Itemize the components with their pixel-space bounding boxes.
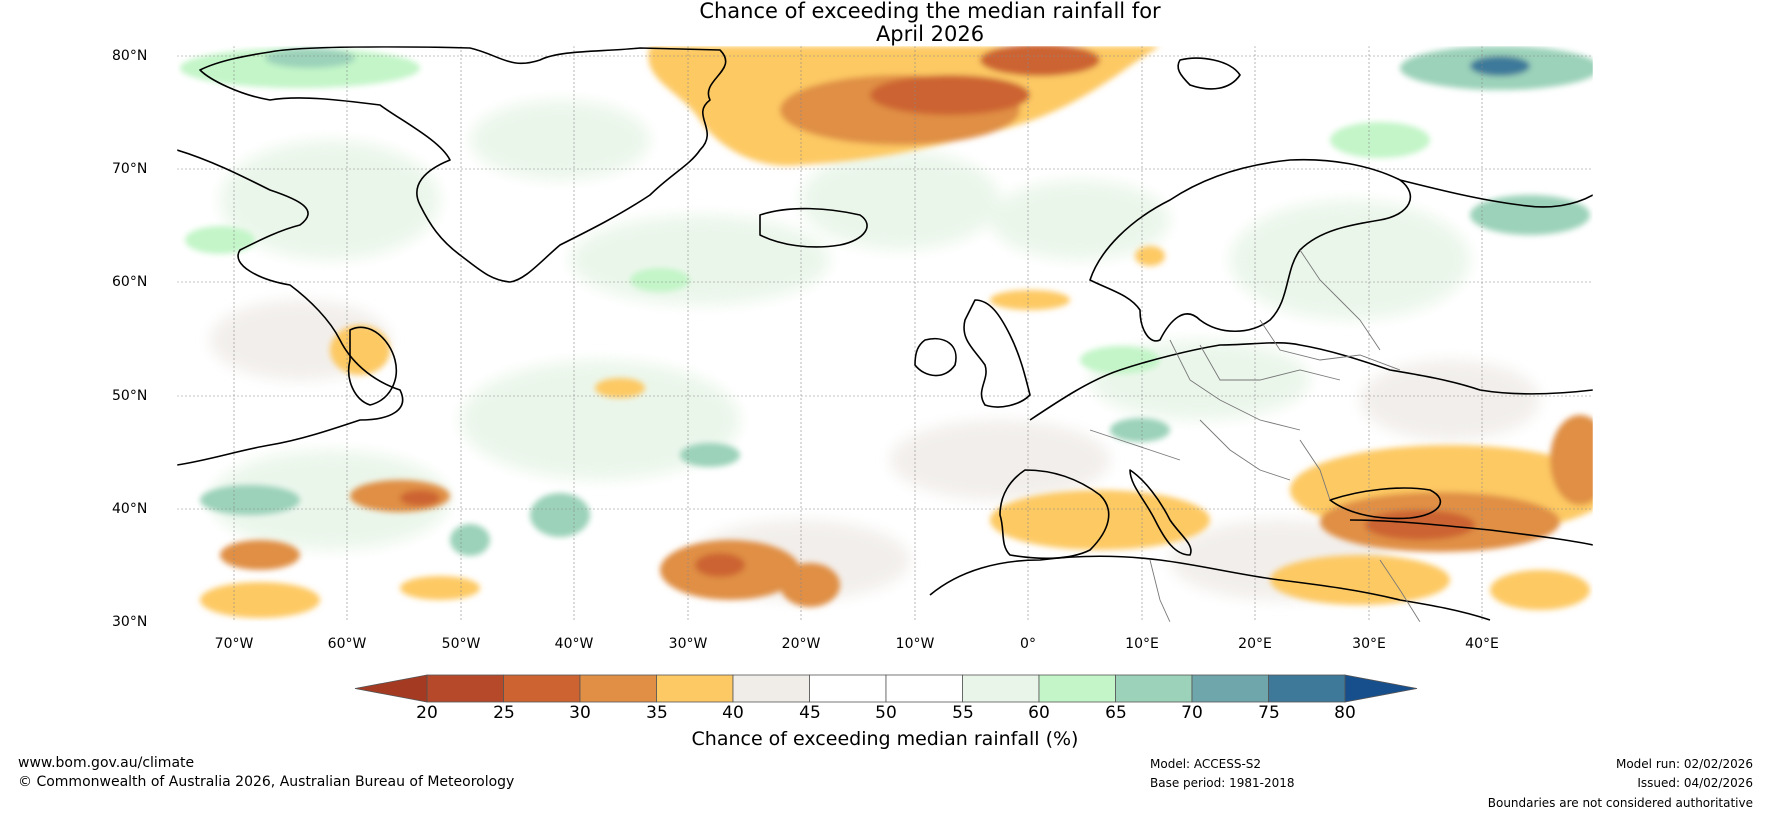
lon-tick-10e: 10°E xyxy=(1125,636,1159,652)
lat-tick-70n: 70°N xyxy=(112,161,148,177)
footer-url: www.bom.gov.au/climate xyxy=(18,755,195,771)
footer-issued: Issued: 04/02/2026 xyxy=(1637,776,1753,790)
lon-tick-30w: 30°W xyxy=(668,636,708,652)
colorbar-swatch-55-60 xyxy=(962,674,1040,703)
colorbar-swatch-35-40 xyxy=(656,674,734,703)
graticule xyxy=(177,46,1593,622)
colorbar xyxy=(354,674,1418,703)
lon-tick-10w: 10°W xyxy=(895,636,935,652)
near-median-shading xyxy=(210,100,1540,600)
italy-coast xyxy=(1129,469,1192,556)
africa-north-coast xyxy=(929,555,1491,621)
colorbar-label-75: 75 xyxy=(1258,703,1280,723)
british-isles-coast xyxy=(914,299,1031,408)
lon-tick-60w: 60°W xyxy=(327,636,367,652)
drier-anomaly-shading xyxy=(200,46,1593,618)
lat-tick-30n: 30°N xyxy=(112,614,148,630)
title-line-2: April 2026 xyxy=(875,22,985,46)
newfoundland-coast xyxy=(348,326,397,406)
colorbar-label-30: 30 xyxy=(569,703,591,723)
colorbar-swatch-50-55 xyxy=(885,674,963,703)
scandinavia-coast xyxy=(1089,158,1412,342)
colorbar-title: Chance of exceeding median rainfall (%) xyxy=(691,728,1079,750)
russia-arctic-coast xyxy=(1399,179,1593,208)
colorbar-swatch-20-25 xyxy=(426,674,504,703)
canada-arctic-coast xyxy=(177,149,404,466)
iceland-coast xyxy=(759,207,868,248)
colorbar-label-20: 20 xyxy=(416,703,438,723)
colorbar-swatch-45-50 xyxy=(809,674,887,703)
lon-tick-20e: 20°E xyxy=(1238,636,1272,652)
colorbar-label-65: 65 xyxy=(1105,703,1127,723)
colorbar-over-arrow xyxy=(1344,674,1418,703)
lon-tick-70w: 70°W xyxy=(214,636,254,652)
colorbar-label-35: 35 xyxy=(646,703,668,723)
coastlines xyxy=(177,46,1593,621)
colorbar-label-70: 70 xyxy=(1181,703,1203,723)
colorbar-label-80: 80 xyxy=(1334,703,1356,723)
footer-model: Model: ACCESS-S2 xyxy=(1150,757,1262,771)
lon-tick-40e: 40°E xyxy=(1465,636,1499,652)
footer-model-run: Model run: 02/02/2026 xyxy=(1615,757,1753,771)
colorbar-swatch-70-75 xyxy=(1191,674,1269,703)
lon-tick-0: 0° xyxy=(1020,636,1036,652)
lat-tick-50n: 50°N xyxy=(112,388,148,404)
lat-tick-80n: 80°N xyxy=(112,48,148,64)
colorbar-swatch-40-45 xyxy=(732,674,810,703)
colorbar-label-55: 55 xyxy=(952,703,974,723)
black-sea-coast xyxy=(1329,487,1442,520)
map-title: Chance of exceeding the median rainfall … xyxy=(0,0,1770,46)
lon-tick-40w: 40°W xyxy=(554,636,594,652)
footer-copyright: © Commonwealth of Australia 2026, Austra… xyxy=(18,774,515,790)
colorbar-label-45: 45 xyxy=(799,703,821,723)
colorbar-label-50: 50 xyxy=(875,703,897,723)
lon-tick-30e: 30°E xyxy=(1352,636,1386,652)
lat-tick-40n: 40°N xyxy=(112,501,148,517)
country-boundaries xyxy=(1089,249,1421,622)
lon-tick-50w: 50°W xyxy=(441,636,481,652)
colorbar-under-arrow xyxy=(354,674,428,703)
europe-mainland-coast xyxy=(1029,341,1593,421)
greenland-coast xyxy=(199,46,727,283)
lon-tick-20w: 20°W xyxy=(781,636,821,652)
colorbar-label-40: 40 xyxy=(722,703,744,723)
turkey-coast xyxy=(1349,519,1593,546)
colorbar-swatch-30-35 xyxy=(579,674,657,703)
svalbard-coast xyxy=(1177,57,1241,90)
colorbar-swatch-75-80 xyxy=(1268,674,1346,703)
colorbar-swatch-60-65 xyxy=(1038,674,1116,703)
colorbar-swatch-25-30 xyxy=(503,674,581,703)
colorbar-swatch-65-70 xyxy=(1115,674,1193,703)
footer-base-period: Base period: 1981-2018 xyxy=(1150,776,1295,790)
map-area xyxy=(177,46,1593,622)
footer-disclaimer: Boundaries are not considered authoritat… xyxy=(1487,796,1753,810)
lat-tick-60n: 60°N xyxy=(112,274,148,290)
map-frame xyxy=(176,45,1594,623)
colorbar-label-25: 25 xyxy=(493,703,515,723)
colorbar-label-60: 60 xyxy=(1028,703,1050,723)
title-line-1: Chance of exceeding the median rainfall … xyxy=(699,0,1161,23)
